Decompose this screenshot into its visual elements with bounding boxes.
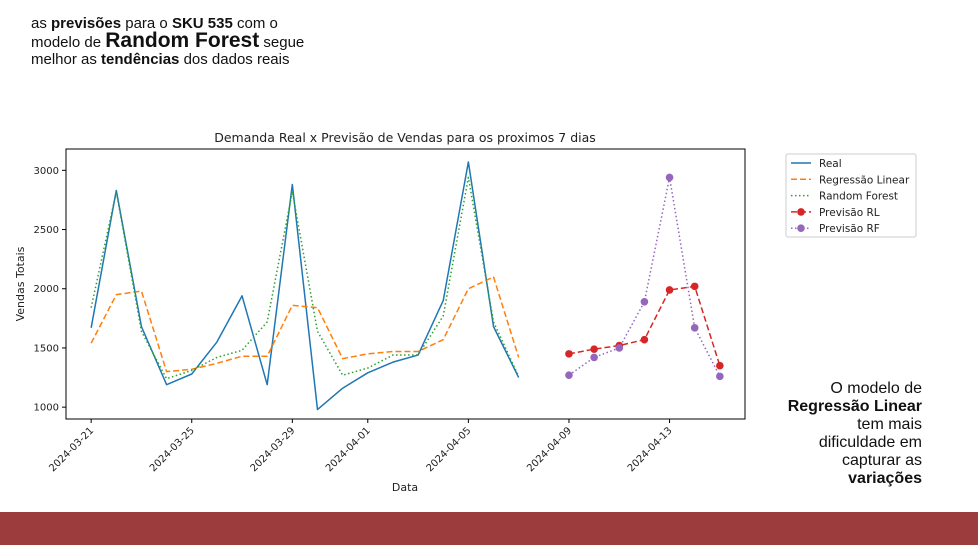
forecast-chart: Demanda Real x Previsão de Vendas para o… bbox=[14, 130, 917, 494]
y-axis-title: Vendas Totais bbox=[14, 246, 27, 321]
data-point bbox=[565, 371, 573, 379]
note-line-bold: variações bbox=[848, 470, 922, 487]
plot-area: 1000 1500 2000 2500 3000 2024-03-21 2024-03-25… bbox=[34, 161, 724, 474]
y-tick-label: 2500 bbox=[34, 225, 59, 236]
x-tick-label: 2024-03-25 bbox=[148, 425, 197, 474]
data-point bbox=[690, 324, 699, 332]
legend-label: Regressão Linear bbox=[819, 174, 910, 186]
series-line-2 bbox=[90, 176, 520, 380]
legend-box bbox=[785, 153, 917, 238]
intro-text-part: segue melhor as bbox=[31, 34, 305, 68]
data-point bbox=[640, 297, 649, 306]
y-tick-label: 1000 bbox=[34, 403, 59, 414]
y-tick-label: 2000 bbox=[34, 284, 59, 295]
intro-text-part: dos dados reais bbox=[179, 51, 290, 68]
data-point bbox=[565, 350, 573, 358]
note-line-bold: Regressão Linear bbox=[787, 398, 922, 415]
intro-bold-previsoes: previsões bbox=[51, 15, 122, 32]
intro-text-part: para o bbox=[121, 15, 172, 32]
intro-text-part: com o modelo de bbox=[31, 15, 278, 51]
x-tick-label: 2024-04-01 bbox=[324, 425, 373, 474]
data-point bbox=[716, 361, 724, 370]
intro-bold-tendencias: tendências bbox=[101, 51, 180, 68]
data-point bbox=[590, 353, 598, 362]
x-tick-label: 2024-04-05 bbox=[425, 425, 474, 474]
plot-frame bbox=[65, 148, 746, 420]
note-line: tem mais bbox=[857, 416, 922, 433]
series-line-0 bbox=[90, 161, 520, 411]
chart-title: Demanda Real x Previsão de Vendas para o… bbox=[214, 130, 596, 145]
data-point bbox=[665, 286, 674, 294]
data-point bbox=[615, 344, 624, 352]
y-tick-label: 3000 bbox=[34, 166, 59, 177]
data-point bbox=[640, 335, 649, 344]
footer-bar bbox=[0, 512, 978, 545]
note-line: dificuldade em bbox=[818, 434, 922, 451]
intro-bold-random-forest: Random Forest bbox=[105, 29, 260, 52]
legend-label: Previsão RL bbox=[819, 207, 880, 219]
data-point bbox=[590, 345, 598, 353]
x-axis-title: Data bbox=[392, 481, 418, 494]
x-tick-label: 2024-03-21 bbox=[47, 425, 96, 474]
intro-text: as previsões para o SKU 535 com o modelo… bbox=[31, 15, 311, 68]
legend-label: Previsão RF bbox=[819, 223, 880, 235]
legend-marker bbox=[797, 224, 805, 232]
data-point bbox=[716, 372, 724, 381]
legend-label: Real bbox=[819, 158, 842, 170]
x-tick-label: 2024-04-09 bbox=[525, 425, 574, 474]
series-line-1 bbox=[90, 276, 520, 373]
y-tick-label: 1500 bbox=[34, 343, 59, 354]
note-text: O modelo de Regressão Linear tem mais di… bbox=[752, 380, 922, 488]
data-point bbox=[690, 282, 699, 291]
data-point bbox=[665, 173, 674, 182]
legend-marker bbox=[797, 208, 805, 216]
note-line: capturar as bbox=[841, 452, 922, 469]
x-tick-label: 2024-03-29 bbox=[249, 425, 298, 474]
intro-text-part: as bbox=[31, 15, 52, 32]
legend-label: Random Forest bbox=[819, 191, 898, 203]
intro-bold-sku: SKU 535 bbox=[171, 15, 233, 32]
legend: Real Regressão Linear Random Forest Previsã… bbox=[785, 153, 917, 238]
x-tick-label: 2024-04-13 bbox=[626, 425, 675, 474]
note-line: O modelo de bbox=[830, 380, 922, 397]
